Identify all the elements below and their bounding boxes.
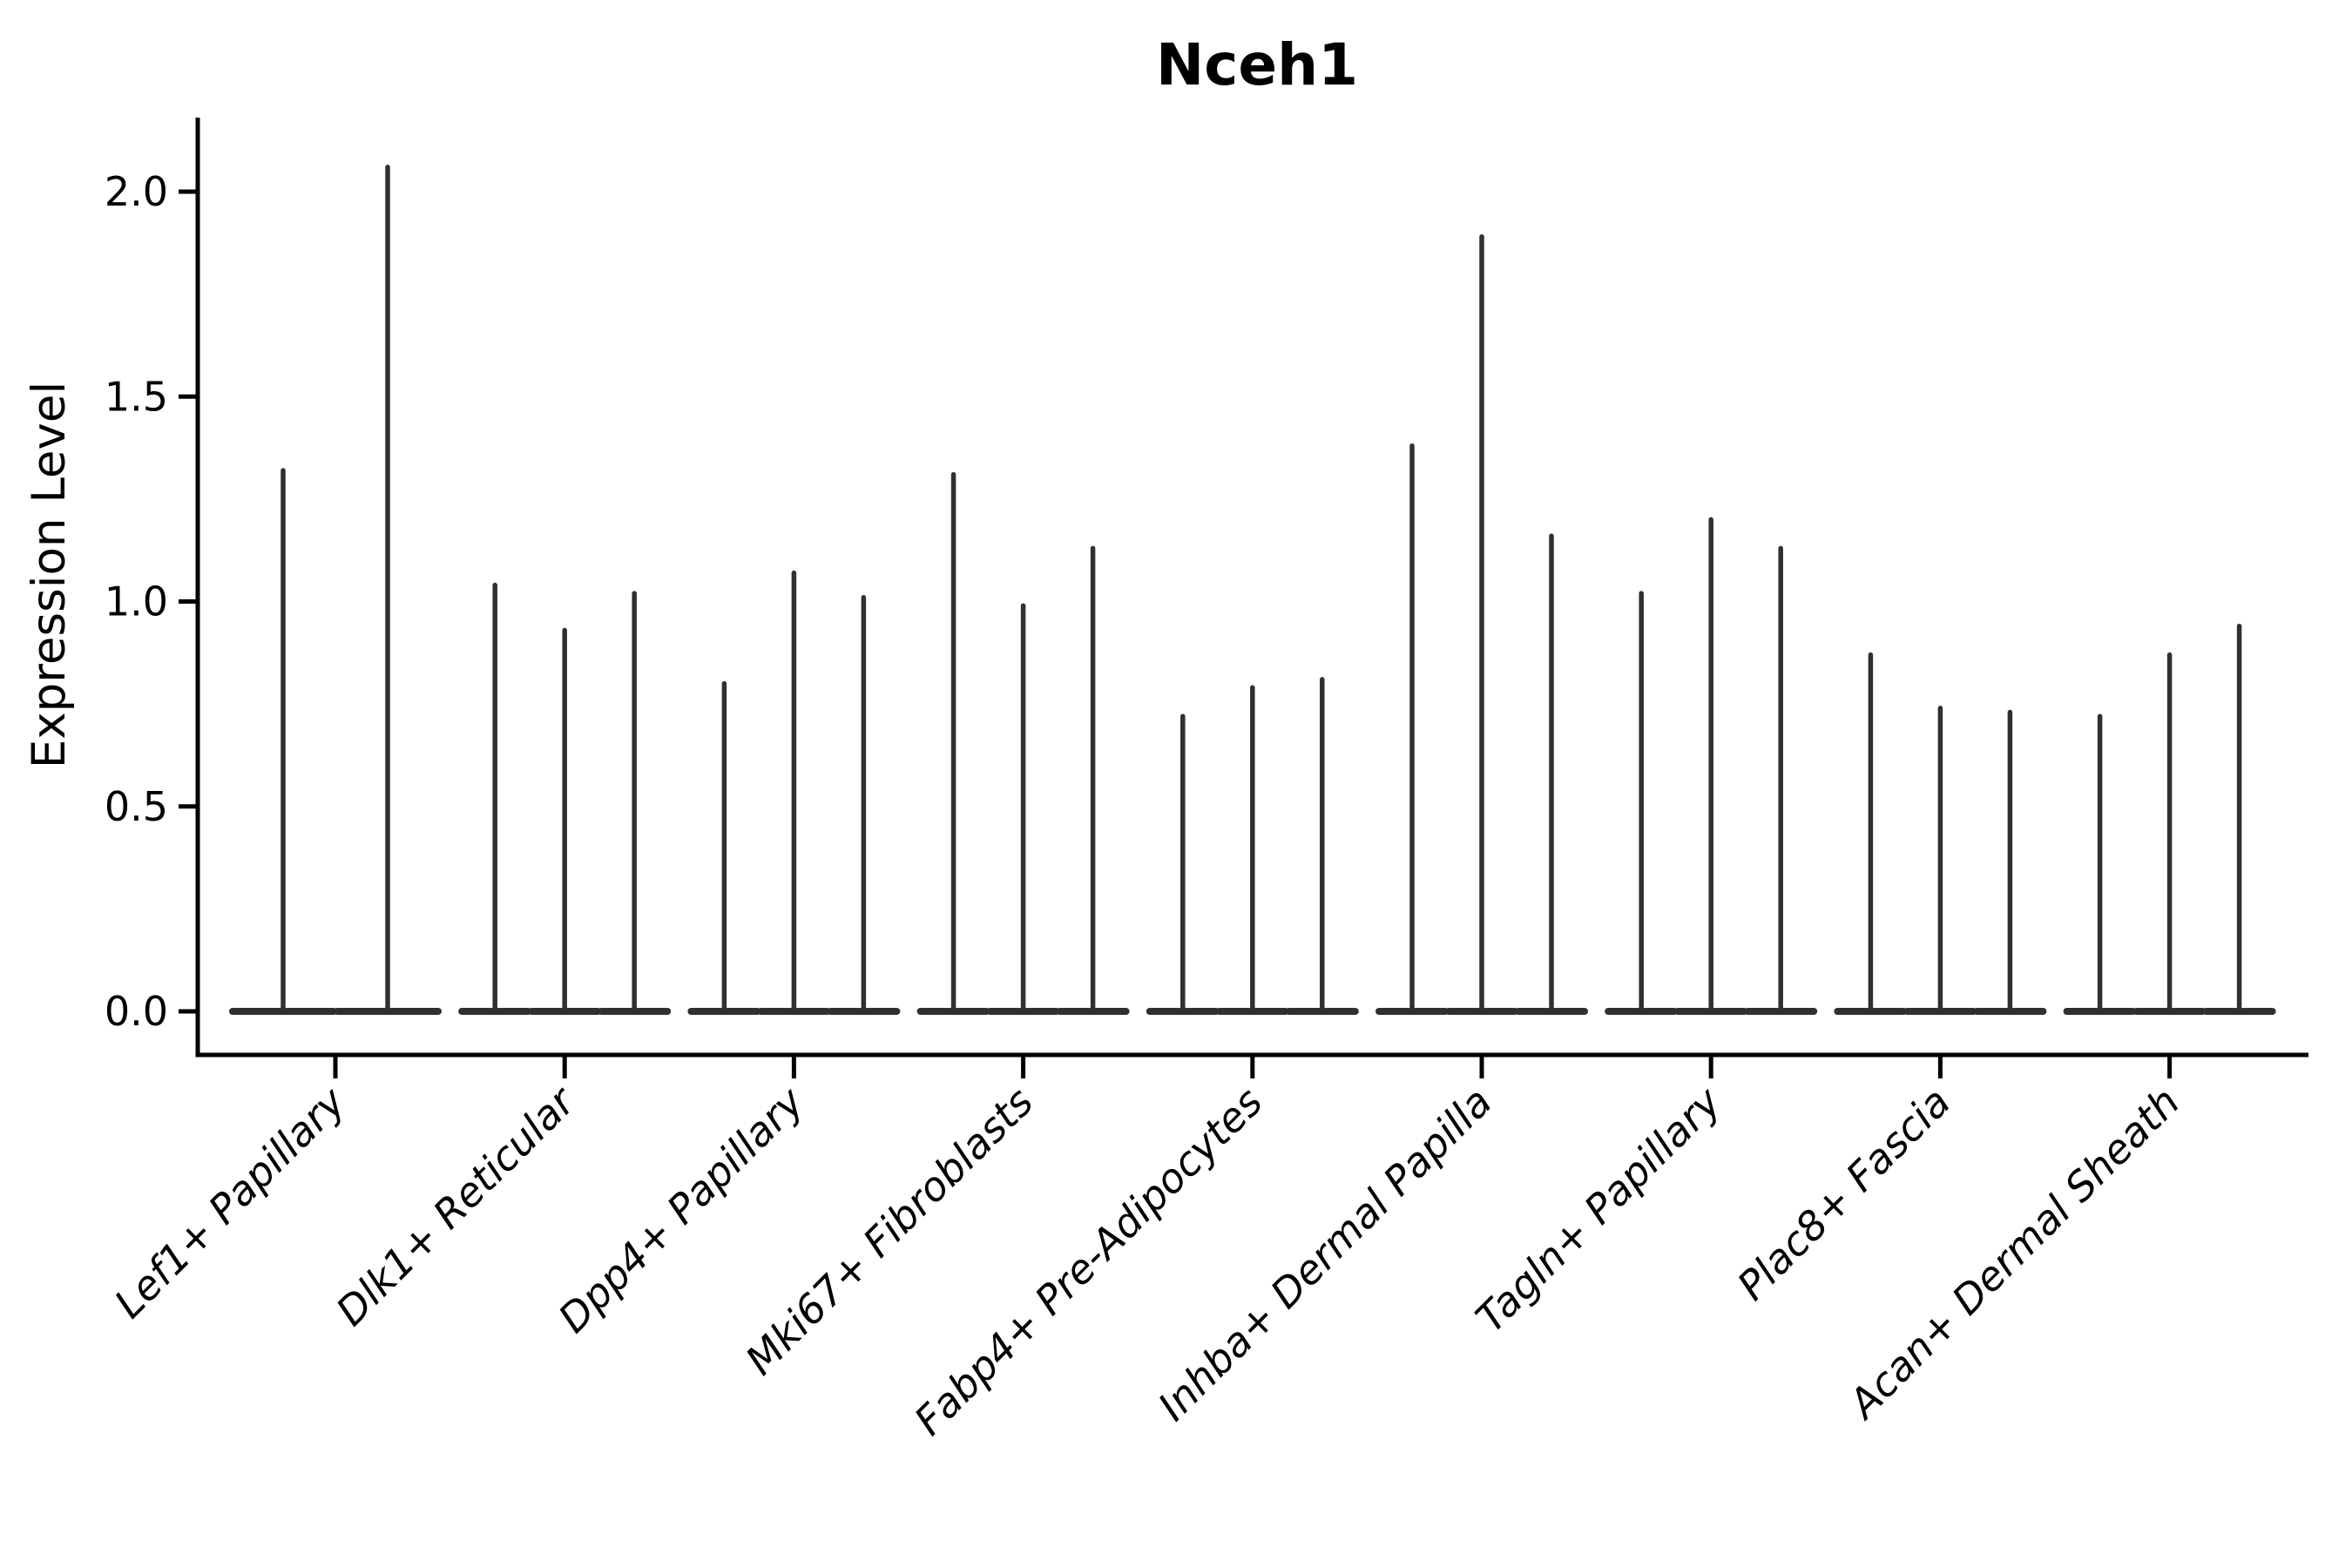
y-tick-label: 2.0: [105, 168, 168, 215]
y-tick-label: 0.0: [105, 988, 168, 1035]
y-tick-label: 1.0: [105, 578, 168, 625]
y-axis-label: Expression Level: [23, 382, 76, 768]
y-tick-label: 1.5: [105, 373, 168, 420]
y-tick-label: 0.5: [105, 783, 168, 830]
x-tick-label: Dpp4+ Papillary: [550, 1078, 814, 1342]
chart-title: Nceh1: [1156, 31, 1358, 98]
x-tick-label: Lef1+ Papillary: [105, 1078, 355, 1327]
x-tick-label: Plac8+ Fascia: [1728, 1078, 1959, 1309]
x-tick-label: Tagln+ Papillary: [1467, 1078, 1731, 1342]
x-tick-label: Dlk1+ Reticular: [327, 1076, 585, 1335]
